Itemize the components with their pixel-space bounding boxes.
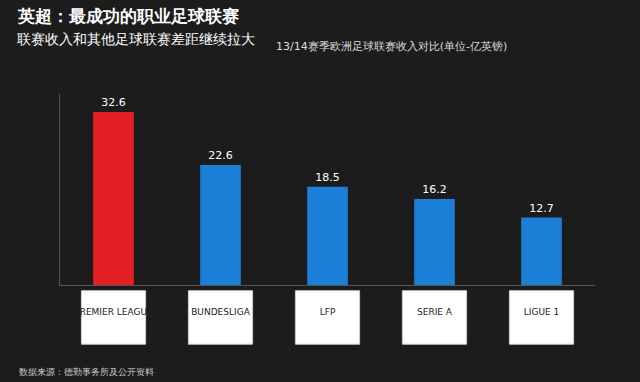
svg-text:英超：最成功的职业足球联赛: 英超：最成功的职业足球联赛	[17, 6, 239, 26]
svg-text:数据来源：德勤事务所及公开资料: 数据来源：德勤事务所及公开资料	[19, 367, 154, 377]
svg-text:13/14赛季欧洲足球联赛收入对比(单位-亿英镑): 13/14赛季欧洲足球联赛收入对比(单位-亿英镑)	[276, 40, 507, 53]
svg-text:BUNDESLIGA: BUNDESLIGA	[191, 307, 250, 317]
svg-text:联赛收入和其他足球联赛差距继续拉大: 联赛收入和其他足球联赛差距继续拉大	[17, 31, 255, 47]
svg-text:PREMIER LEAGUE: PREMIER LEAGUE	[74, 307, 153, 317]
svg-text:22.6: 22.6	[208, 149, 233, 162]
svg-text:LFP: LFP	[320, 307, 336, 317]
svg-text:18.5: 18.5	[315, 171, 340, 184]
svg-text:12.7: 12.7	[529, 202, 554, 215]
svg-text:32.6: 32.6	[101, 96, 126, 109]
svg-text:SERIE A: SERIE A	[417, 307, 453, 317]
svg-text:16.2: 16.2	[422, 183, 447, 196]
svg-text:LIGUE 1: LIGUE 1	[524, 307, 560, 317]
